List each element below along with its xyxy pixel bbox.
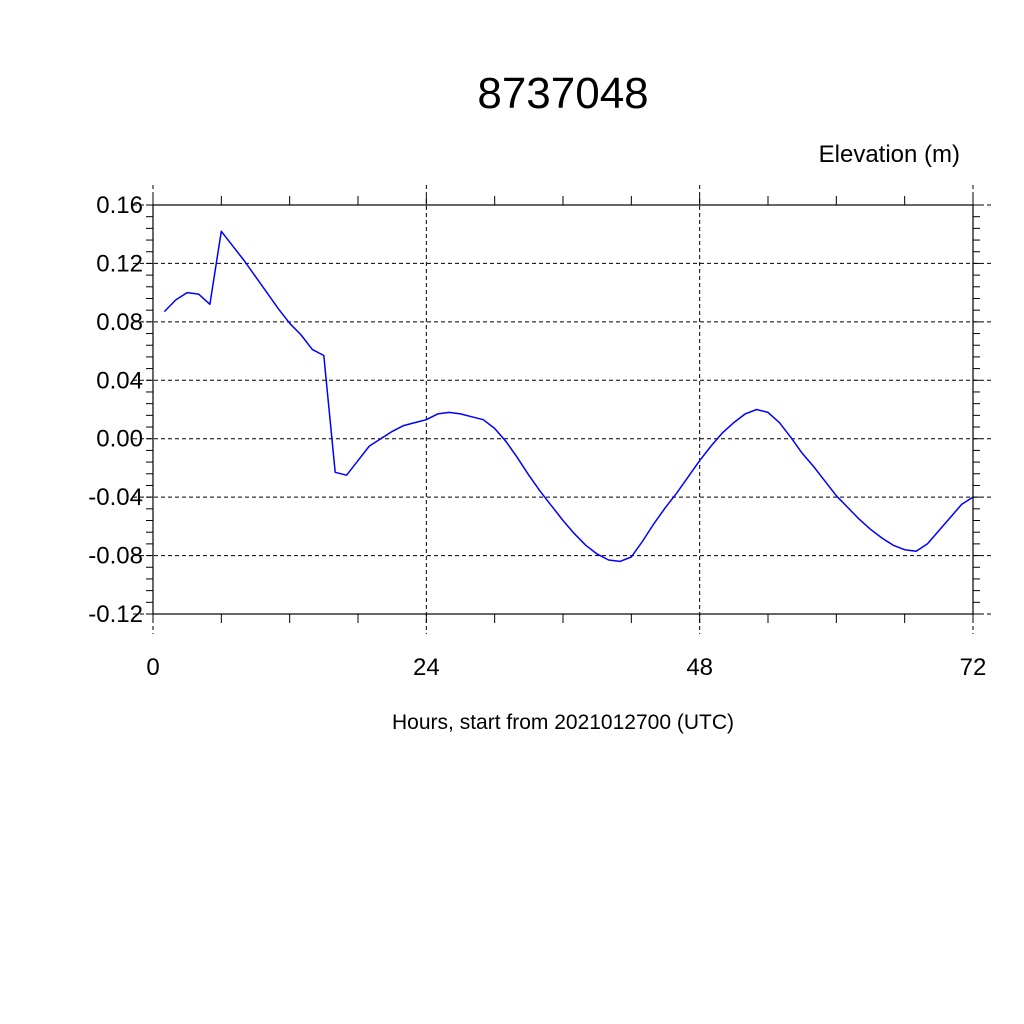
x-tick-label: 24 — [413, 654, 440, 681]
x-tick-label: 0 — [146, 654, 159, 681]
x-axis-label: Hours, start from 2021012700 (UTC) — [392, 711, 734, 734]
y-tick-label: -0.04 — [88, 484, 143, 511]
y-tick-label: 0.04 — [96, 367, 143, 394]
y-axis-label: Elevation (m) — [819, 141, 960, 168]
y-tick-label: 0.08 — [96, 309, 143, 336]
chart-title: 8737048 — [477, 69, 648, 118]
x-tick-label: 48 — [686, 654, 713, 681]
y-tick-label: 0.00 — [96, 426, 143, 453]
x-tick-label: 72 — [960, 654, 987, 681]
y-tick-label: 0.16 — [96, 192, 143, 219]
y-tick-label: -0.12 — [88, 601, 143, 628]
y-tick-label: 0.12 — [96, 250, 143, 277]
y-tick-label: -0.08 — [88, 543, 143, 570]
